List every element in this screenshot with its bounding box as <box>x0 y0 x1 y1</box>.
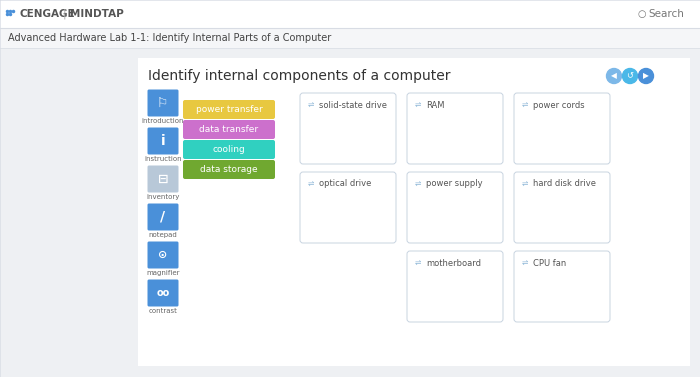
Text: ⚐: ⚐ <box>158 97 169 109</box>
FancyBboxPatch shape <box>407 93 503 164</box>
Text: /: / <box>160 210 166 224</box>
FancyBboxPatch shape <box>148 89 178 116</box>
Text: inventory: inventory <box>146 194 180 200</box>
Text: ⇌: ⇌ <box>415 259 421 268</box>
Text: data transfer: data transfer <box>199 124 258 133</box>
Text: oo: oo <box>156 288 169 298</box>
FancyBboxPatch shape <box>0 28 700 48</box>
Text: ⇌: ⇌ <box>522 179 528 188</box>
Text: Advanced Hardware Lab 1-1: Identify Internal Parts of a Computer: Advanced Hardware Lab 1-1: Identify Inte… <box>8 33 331 43</box>
Text: ○: ○ <box>637 9 645 19</box>
Text: i: i <box>161 134 165 148</box>
Text: introduction: introduction <box>141 118 184 124</box>
FancyBboxPatch shape <box>183 100 275 119</box>
Text: ⇌: ⇌ <box>308 101 314 109</box>
FancyBboxPatch shape <box>407 172 503 243</box>
Text: MINDTAP: MINDTAP <box>70 9 124 19</box>
Text: ⇌: ⇌ <box>522 101 528 109</box>
FancyBboxPatch shape <box>148 204 178 230</box>
Text: data storage: data storage <box>200 164 258 173</box>
Text: ↺: ↺ <box>626 72 634 81</box>
Circle shape <box>622 69 638 83</box>
Text: cooling: cooling <box>213 144 246 153</box>
Text: CENGAGE: CENGAGE <box>20 9 76 19</box>
Text: power cords: power cords <box>533 101 584 109</box>
FancyBboxPatch shape <box>183 160 275 179</box>
Text: motherboard: motherboard <box>426 259 481 268</box>
FancyBboxPatch shape <box>300 93 396 164</box>
Circle shape <box>638 69 654 83</box>
FancyBboxPatch shape <box>0 0 700 28</box>
Text: Search: Search <box>648 9 684 19</box>
FancyBboxPatch shape <box>514 251 610 322</box>
Text: hard disk drive: hard disk drive <box>533 179 596 188</box>
FancyBboxPatch shape <box>300 172 396 243</box>
Text: ▶: ▶ <box>643 72 649 81</box>
FancyBboxPatch shape <box>148 279 178 307</box>
Text: magnifier: magnifier <box>146 270 180 276</box>
Text: ⊟: ⊟ <box>158 173 168 185</box>
FancyBboxPatch shape <box>183 140 275 159</box>
Circle shape <box>606 69 622 83</box>
Text: power supply: power supply <box>426 179 482 188</box>
Text: ⇌: ⇌ <box>522 259 528 268</box>
Text: ⇌: ⇌ <box>308 179 314 188</box>
FancyBboxPatch shape <box>148 166 178 193</box>
FancyBboxPatch shape <box>148 242 178 268</box>
Text: ◀: ◀ <box>611 72 617 81</box>
Text: ⇌: ⇌ <box>415 101 421 109</box>
FancyBboxPatch shape <box>183 120 275 139</box>
Text: instruction: instruction <box>144 156 182 162</box>
Text: power transfer: power transfer <box>195 104 262 113</box>
Text: |: | <box>63 9 66 19</box>
FancyBboxPatch shape <box>148 127 178 155</box>
Text: Identify internal components of a computer: Identify internal components of a comput… <box>148 69 451 83</box>
Text: ⇌: ⇌ <box>415 179 421 188</box>
FancyBboxPatch shape <box>514 172 610 243</box>
FancyBboxPatch shape <box>514 93 610 164</box>
Text: contrast: contrast <box>148 308 177 314</box>
Text: notepad: notepad <box>148 232 177 238</box>
Text: RAM: RAM <box>426 101 444 109</box>
Text: CPU fan: CPU fan <box>533 259 566 268</box>
Text: ⊙: ⊙ <box>158 250 168 260</box>
Text: solid-state drive: solid-state drive <box>319 101 387 109</box>
FancyBboxPatch shape <box>138 58 690 366</box>
Text: optical drive: optical drive <box>319 179 372 188</box>
FancyBboxPatch shape <box>407 251 503 322</box>
